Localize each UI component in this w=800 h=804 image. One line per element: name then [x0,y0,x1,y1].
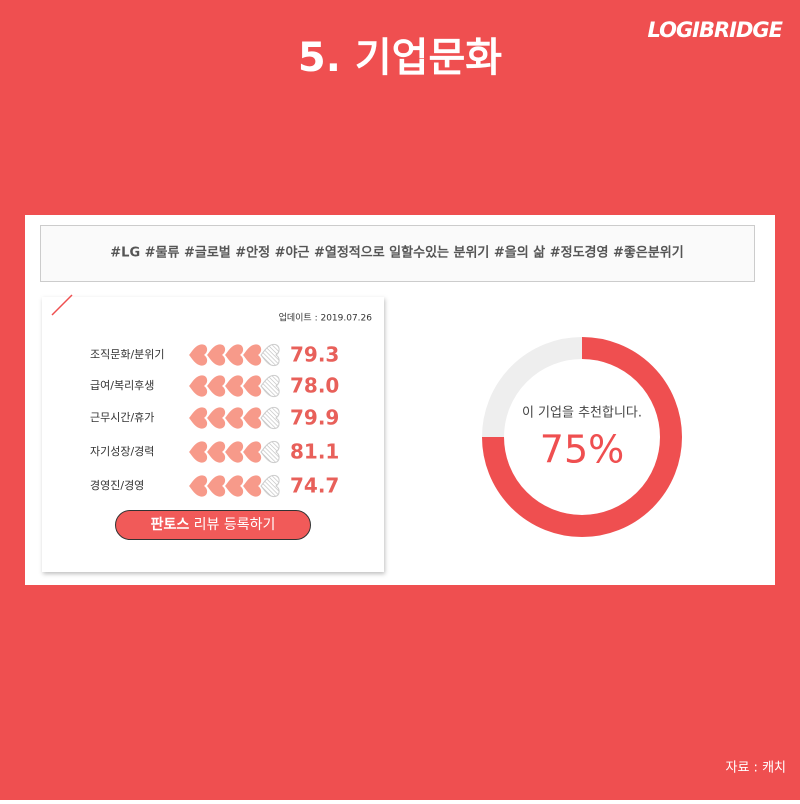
tag-box [40,225,755,282]
donut-caption: 이 기업을 추천합니다. [522,406,642,421]
donut-arc [482,337,682,537]
corner-accent [51,294,73,316]
brand: LOGIBRIDGE [647,18,783,42]
rating-label: 급여/복리후생 [90,379,154,392]
review-button[interactable] [115,510,311,540]
rating-value: 79.9 [290,406,339,430]
rating-value: 81.1 [290,440,339,464]
source: 자료 : 캐치 [726,761,787,776]
button-rest[interactable]: 리뷰 등록하기 [194,517,276,533]
rating-label: 경영진/경영 [90,479,144,492]
donut-value: 75% [540,428,624,472]
rating-value: 74.7 [290,474,339,498]
rating-value: 78.0 [290,374,339,398]
rating-value: 79.3 [290,343,339,367]
updated: 업데이트 : 2019.07.26 [279,313,373,324]
rating-label: 근무시간/휴가 [90,411,154,424]
rating-label: 조직문화/분위기 [90,348,165,361]
button-bold[interactable]: 판토스 [151,517,190,533]
title: 5. 기업문화 [298,35,502,81]
tags: #LG #물류 #글로벌 #안정 #야근 #열정적으로 일할수있는 분위기 #을… [110,245,683,261]
button-label[interactable]: 판토스 리뷰 등록하기 [151,517,276,533]
rating-label: 자기성장/경력 [90,445,154,458]
